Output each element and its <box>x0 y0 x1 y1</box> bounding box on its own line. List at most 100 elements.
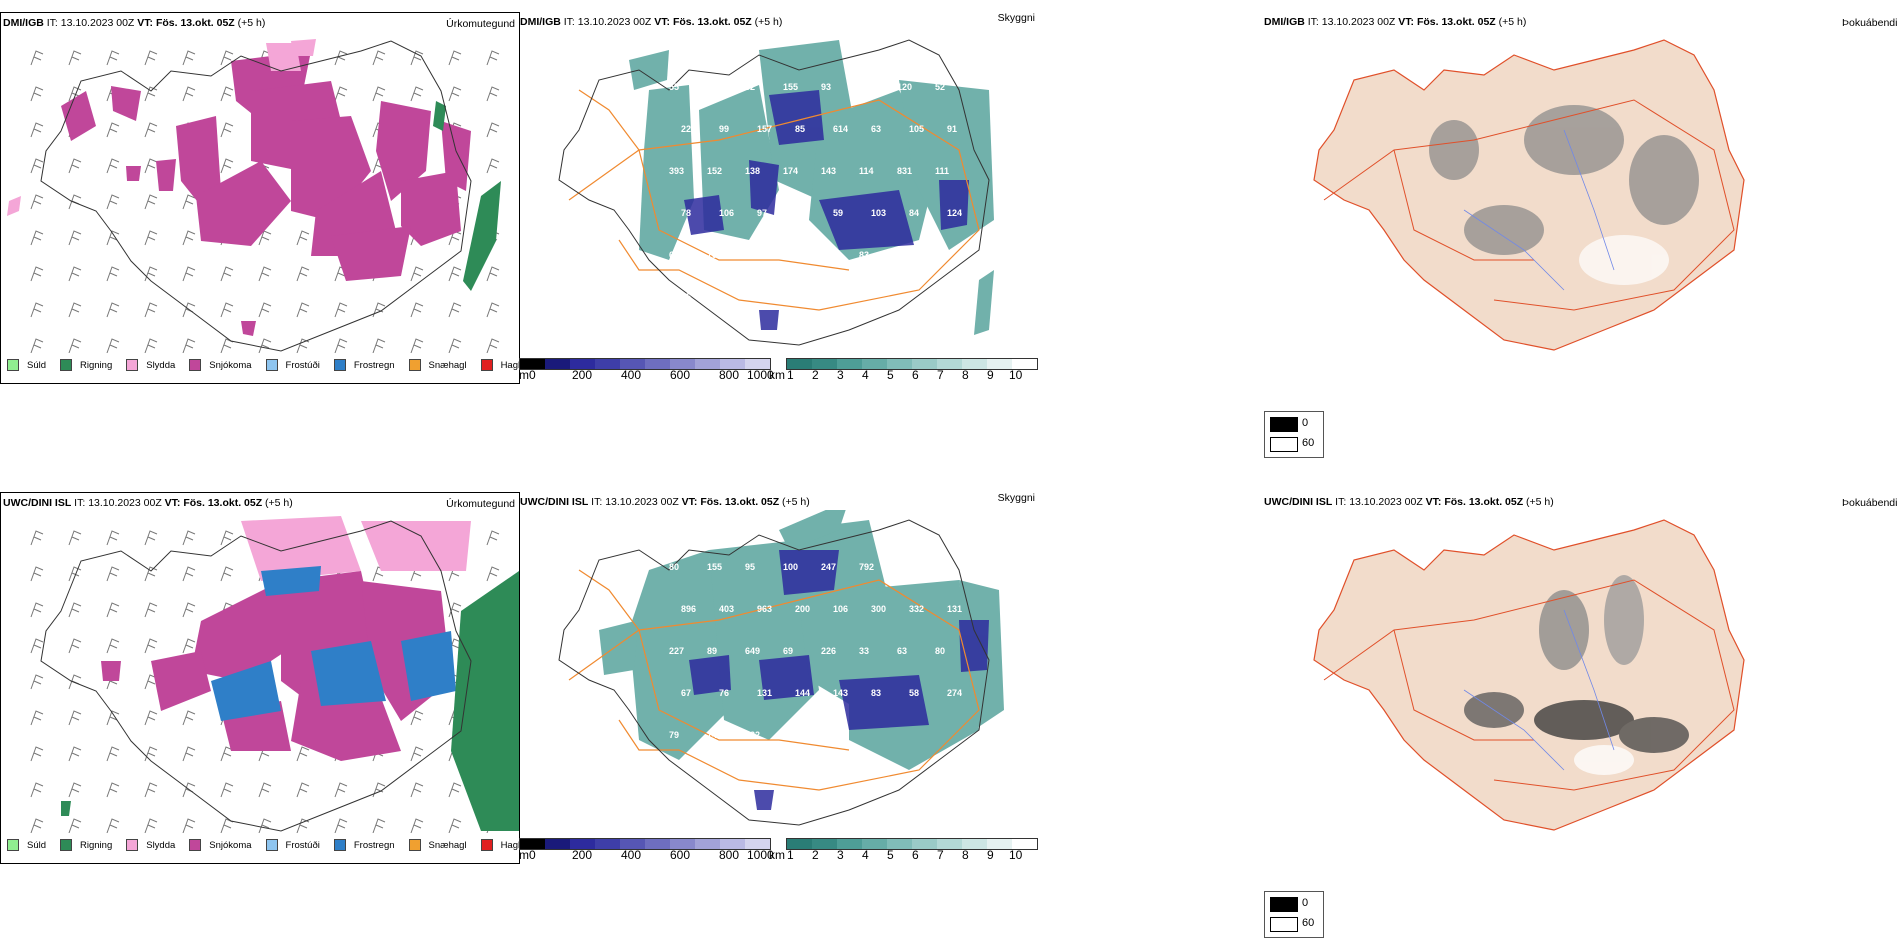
ceiling-value-label: 85 <box>795 124 805 134</box>
wind-barb <box>144 638 158 654</box>
wind-barb <box>144 338 158 353</box>
wind-barb <box>448 86 462 102</box>
ceiling-value-label: 131 <box>757 688 772 698</box>
ceiling-value-label: 80 <box>935 646 945 656</box>
sleet-areas <box>241 516 471 581</box>
wind-barb <box>486 158 500 174</box>
ceiling-value-label: 106 <box>719 208 734 218</box>
visibility-tick: 9 <box>987 848 994 862</box>
snow-areas <box>61 51 471 336</box>
wind-barb <box>106 158 120 174</box>
wind-barb <box>410 746 424 762</box>
wind-barb <box>448 338 462 353</box>
ceiling-value-label: 99 <box>935 250 945 260</box>
wind-barb <box>486 86 500 102</box>
wind-barb <box>486 530 500 546</box>
wind-barb <box>30 338 44 353</box>
wind-barb <box>106 122 120 138</box>
wind-barb <box>334 86 348 102</box>
ceiling-value-label: 91 <box>947 124 957 134</box>
wind-barb <box>296 746 310 762</box>
ceiling-value-labels: 55 141 62 155 93 127 120 52 220 99 157 85 614 63 105 91… <box>669 82 962 302</box>
ceiling-value-label: 792 <box>859 562 874 572</box>
ceiling-value-label: 220 <box>681 124 696 134</box>
wind-barb <box>296 818 310 833</box>
ceiling-value-label: 200 <box>795 604 810 614</box>
wind-barb <box>68 710 82 726</box>
wind-barb <box>410 710 424 726</box>
ceiling-value-label: 131 <box>947 604 962 614</box>
wind-barb <box>106 50 120 66</box>
wind-barb <box>410 266 424 282</box>
ceiling-value-labels: 80 155 95 100 247 792 138 171 896 403 963 200 106 300… <box>669 562 962 740</box>
ceiling-value-label: 69 <box>783 646 793 656</box>
wind-barb <box>106 782 120 798</box>
wind-barb <box>106 566 120 582</box>
ceiling-value-label: 403 <box>719 604 734 614</box>
visibility-tick: 1 <box>787 368 794 382</box>
wind-barb <box>68 530 82 546</box>
legend-item-hail: Haglél <box>480 359 519 371</box>
visibility-colorbar <box>786 358 1038 370</box>
fog-map <box>1313 39 1745 351</box>
panel-title: Þokuábendi <box>1842 17 1898 29</box>
wind-barb <box>30 602 44 618</box>
visibility-colorbar <box>786 838 1038 850</box>
ceiling-value-label: 152 <box>707 166 722 176</box>
panel-fog-dmi: DMI/IGB IT: 13.10.2023 00Z VT: Fös. 13.o… <box>1264 12 1900 382</box>
wind-barb <box>182 86 196 102</box>
sleet-areas <box>7 39 316 216</box>
legend-item-freezing-rain: Frostregn <box>333 839 395 851</box>
visibility-tick: 6 <box>912 368 919 382</box>
panel-header: DMI/IGB IT: 13.10.2023 00Z VT: Fös. 13.o… <box>3 17 266 29</box>
precip-legend: Súld Rigning Slydda Snjókoma Frostúði Fr… <box>7 359 519 371</box>
wind-barb <box>144 230 158 246</box>
wind-barb <box>182 746 196 762</box>
ceiling-tick: 0 <box>529 368 536 382</box>
wind-barb <box>30 782 44 798</box>
wind-barb <box>144 158 158 174</box>
ceiling-value-label: 302 <box>897 250 912 260</box>
ceiling-value-label: 120 <box>897 82 912 92</box>
panel-title: Skyggni <box>997 12 1035 24</box>
wind-barb <box>144 266 158 282</box>
visibility-tick: 3 <box>837 368 844 382</box>
wind-barb <box>486 566 500 582</box>
panel-title: Þokuábendi <box>1842 497 1898 509</box>
visibility-tick: 5 <box>887 368 894 382</box>
wind-barb <box>220 530 234 546</box>
ceiling-tick: 400 <box>621 848 642 862</box>
ceiling-value-label: 74 <box>707 730 717 740</box>
wind-barb <box>68 674 82 690</box>
wind-barb <box>144 746 158 762</box>
panel-header: DMI/IGB IT: 13.10.2023 00Z VT: Fös. 13.o… <box>1264 16 1527 28</box>
wind-barb <box>68 302 82 318</box>
ceiling-tick: 600 <box>670 848 691 862</box>
ceiling-value-label: 614 <box>833 124 848 134</box>
visibility-tick: 2 <box>812 848 819 862</box>
ceiling-value-label: 124 <box>947 208 962 218</box>
snow-areas <box>101 571 451 761</box>
wind-barb <box>144 566 158 582</box>
wind-barb <box>144 530 158 546</box>
ceiling-value-label: 68 <box>745 250 755 260</box>
ceiling-value-label: 63 <box>669 250 679 260</box>
ceiling-value-label: 155 <box>707 562 722 572</box>
ceiling-value-label: 174 <box>783 166 798 176</box>
ceiling-value-label: 63 <box>871 124 881 134</box>
wind-barb <box>182 338 196 353</box>
wind-barb <box>30 638 44 654</box>
wind-barb <box>68 194 82 210</box>
wind-barb <box>30 746 44 762</box>
ceiling-value-label: 157 <box>757 124 772 134</box>
ceiling-value-label: 300 <box>871 604 886 614</box>
wind-barb <box>334 302 348 318</box>
wind-barb <box>30 266 44 282</box>
ceiling-unit: m <box>519 368 529 382</box>
ceiling-value-label: 114 <box>859 166 874 176</box>
ceiling-value-label: 144 <box>795 688 810 698</box>
ceiling-value-label: 247 <box>821 562 836 572</box>
ceiling-areas <box>689 550 989 810</box>
visibility-tick: 8 <box>962 368 969 382</box>
wind-barb <box>410 338 424 353</box>
